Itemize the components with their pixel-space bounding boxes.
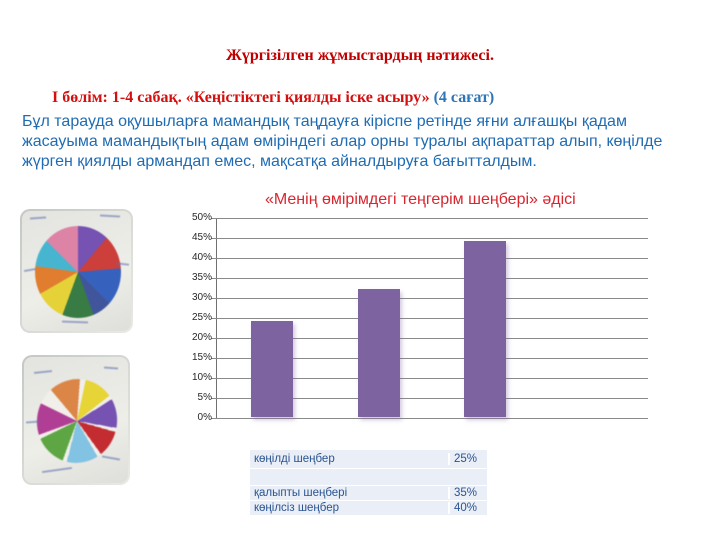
photo-wheel-drawing-2 [22, 355, 130, 485]
gridline [211, 278, 648, 279]
table-row: қалыпты шеңбері 35% [250, 486, 487, 500]
section-heading: I бөлім: 1-4 сабақ. «Кеңістіктегі қиялды… [22, 88, 700, 108]
handwriting-mark [99, 214, 121, 218]
table-row: көңілсіз шеңбер 40% [250, 501, 487, 515]
handwriting-mark [61, 320, 89, 324]
y-tick-label: 35% [191, 272, 212, 283]
body-text-line: жасауыма мамандықтың адам өміріндегі ала… [22, 133, 663, 150]
photo-paper-background [22, 211, 131, 331]
table-row-value: 35% [448, 487, 487, 499]
y-tick-label: 10% [191, 372, 212, 383]
hand-drawn-pinwheel-2 [29, 371, 125, 471]
bar-көңілсіз шеңбер [464, 241, 506, 417]
photo-wheel-drawing-1 [20, 209, 133, 333]
body-text-line: жүрген қиялды армандап емес, мақсатқа ай… [22, 153, 537, 170]
y-tick-label: 30% [191, 292, 212, 303]
y-tick-label: 25% [191, 312, 212, 323]
section-heading-main: I бөлім: 1-4 сабақ. «Кеңістіктегі қиялды… [52, 89, 430, 106]
gridline [211, 318, 648, 319]
bar-көңілді шеңбер [251, 321, 293, 417]
y-tick-label: 50% [191, 212, 212, 223]
gridline [211, 358, 648, 359]
gridline [211, 338, 648, 339]
photo-paper-background [24, 357, 128, 483]
table-row-label: көңілсіз шеңбер [254, 502, 340, 514]
result-table: көңілді шеңбер 25% қалыпты шеңбері 35% к… [250, 450, 487, 516]
gridline [211, 258, 648, 259]
table-row: көңілді шеңбер 25% [250, 450, 487, 468]
handwriting-mark [42, 466, 72, 474]
handwriting-mark [29, 216, 47, 220]
paragraph-block: I бөлім: 1-4 сабақ. «Кеңістіктегі қиялды… [22, 88, 700, 210]
table-row-label: көңілді шеңбер [254, 453, 335, 465]
table-row-value: 25% [448, 453, 487, 465]
gridline [211, 238, 648, 239]
handwriting-mark [101, 455, 121, 461]
y-tick-label: 45% [191, 232, 212, 243]
handwriting-mark [33, 370, 53, 374]
gridline [211, 298, 648, 299]
section-heading-hours: (4 сағат) [433, 89, 495, 106]
gridline [211, 218, 648, 219]
gridline [211, 418, 648, 419]
y-tick-label: 0% [197, 412, 212, 423]
hand-drawn-pie-wheel-1 [35, 226, 121, 318]
gridline [211, 378, 648, 379]
bar-қалыпты шеңбері [358, 289, 400, 417]
y-tick-label: 5% [197, 392, 212, 403]
table-row [250, 469, 487, 485]
slide-title: Жүргізілген жұмыстардың нәтижесі. [226, 47, 494, 64]
handwriting-mark [103, 366, 119, 370]
method-title: «Менің өмірімдегі теңгерім шеңбері» әдіс… [265, 191, 576, 208]
y-tick-label: 40% [191, 252, 212, 263]
body-text-line: Бұл тарауда оқушыларға мамандық таңдауға… [22, 113, 627, 130]
table-row-value: 40% [448, 502, 487, 514]
y-tick-label: 20% [191, 332, 212, 343]
y-tick-label: 15% [191, 352, 212, 363]
gridline [211, 398, 648, 399]
chart-plot [211, 218, 648, 419]
table-row-label: қалыпты шеңбері [254, 487, 348, 499]
